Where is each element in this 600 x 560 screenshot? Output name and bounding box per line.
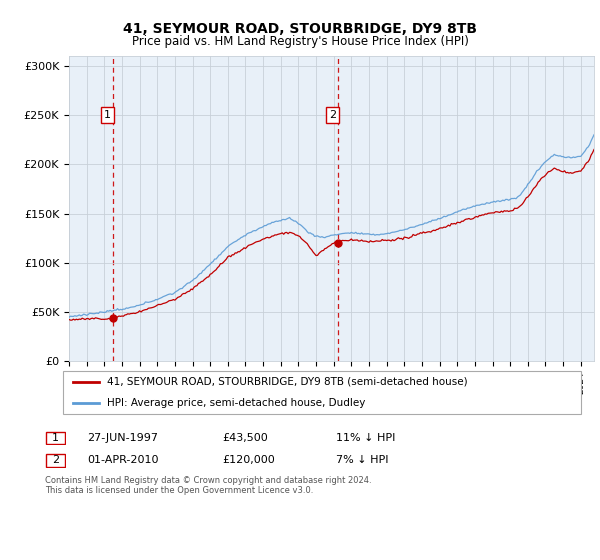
Text: £43,500: £43,500 <box>222 433 268 443</box>
Text: 7% ↓ HPI: 7% ↓ HPI <box>336 455 389 465</box>
FancyBboxPatch shape <box>62 371 581 414</box>
Text: 41, SEYMOUR ROAD, STOURBRIDGE, DY9 8TB: 41, SEYMOUR ROAD, STOURBRIDGE, DY9 8TB <box>123 22 477 36</box>
Text: HPI: Average price, semi-detached house, Dudley: HPI: Average price, semi-detached house,… <box>107 398 365 408</box>
Text: 41, SEYMOUR ROAD, STOURBRIDGE, DY9 8TB (semi-detached house): 41, SEYMOUR ROAD, STOURBRIDGE, DY9 8TB (… <box>107 377 468 387</box>
Text: 1: 1 <box>104 110 111 120</box>
Text: £120,000: £120,000 <box>222 455 275 465</box>
Text: 27-JUN-1997: 27-JUN-1997 <box>87 433 158 443</box>
FancyBboxPatch shape <box>46 454 65 467</box>
Text: Price paid vs. HM Land Registry's House Price Index (HPI): Price paid vs. HM Land Registry's House … <box>131 35 469 48</box>
Text: Contains HM Land Registry data © Crown copyright and database right 2024.
This d: Contains HM Land Registry data © Crown c… <box>45 476 371 496</box>
Text: 11% ↓ HPI: 11% ↓ HPI <box>336 433 395 443</box>
Text: 2: 2 <box>329 110 337 120</box>
Text: 01-APR-2010: 01-APR-2010 <box>87 455 158 465</box>
FancyBboxPatch shape <box>46 432 65 445</box>
Text: 2: 2 <box>52 455 59 465</box>
Text: 1: 1 <box>52 433 59 443</box>
